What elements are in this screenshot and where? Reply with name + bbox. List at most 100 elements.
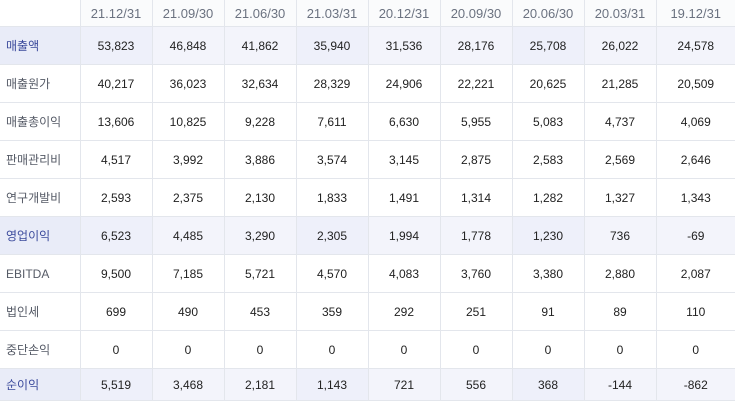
row-label: EBITDA	[0, 254, 81, 293]
value-cell: 251	[440, 292, 513, 331]
value-cell: 3,380	[512, 254, 585, 293]
value-cell: 9,500	[80, 254, 153, 293]
value-cell: 35,940	[296, 26, 369, 65]
value-cell: 1,833	[296, 178, 369, 217]
value-cell: 5,519	[80, 368, 153, 401]
value-cell: -144	[584, 368, 657, 401]
table-row: 판매관리비 4,517 3,992 3,886 3,574 3,145 2,875 2,583…	[0, 140, 735, 179]
value-cell: 2,569	[584, 140, 657, 179]
row-label: 매출원가	[0, 64, 81, 103]
value-cell: 4,517	[80, 140, 153, 179]
value-cell: 490	[152, 292, 225, 331]
header-row: 21.12/31 21.09/30 21.06/30 21.03/31 20.12/31…	[0, 0, 735, 27]
row-label: 판매관리비	[0, 140, 81, 179]
value-cell: 6,523	[80, 216, 153, 255]
value-cell: 21,285	[584, 64, 657, 103]
value-cell: 368	[512, 368, 585, 401]
value-cell: 556	[440, 368, 513, 401]
value-cell: 5,721	[224, 254, 297, 293]
value-cell: 3,290	[224, 216, 297, 255]
period-header: 20.09/30	[440, 0, 513, 27]
value-cell: -862	[656, 368, 735, 401]
value-cell: 110	[656, 292, 735, 331]
value-cell: 0	[80, 330, 153, 369]
value-cell: 40,217	[80, 64, 153, 103]
table-body: 매출액 53,823 46,848 41,862 35,940 31,536 28,176 2…	[0, 26, 735, 401]
value-cell: 13,606	[80, 102, 153, 141]
table-row: 영업이익 6,523 4,485 3,290 2,305 1,994 1,778 1,230 7…	[0, 216, 735, 255]
table-row: EBITDA 9,500 7,185 5,721 4,570 4,083 3,760 3,38…	[0, 254, 735, 293]
value-cell: 1,343	[656, 178, 735, 217]
value-cell: 7,185	[152, 254, 225, 293]
value-cell: 46,848	[152, 26, 225, 65]
row-label: 연구개발비	[0, 178, 81, 217]
table-row: 매출원가 40,217 36,023 32,634 28,329 24,906 22,221…	[0, 64, 735, 103]
value-cell: 2,593	[80, 178, 153, 217]
row-label: 매출액	[0, 26, 81, 65]
value-cell: 1,230	[512, 216, 585, 255]
value-cell: 5,083	[512, 102, 585, 141]
value-cell: 1,778	[440, 216, 513, 255]
value-cell: 53,823	[80, 26, 153, 65]
value-cell: 22,221	[440, 64, 513, 103]
corner-cell	[0, 0, 81, 27]
table-row: 순이익 5,519 3,468 2,181 1,143 721 556 368 -144 -862	[0, 368, 735, 401]
value-cell: 3,468	[152, 368, 225, 401]
value-cell: -69	[656, 216, 735, 255]
period-header: 20.12/31	[368, 0, 441, 27]
value-cell: 3,760	[440, 254, 513, 293]
value-cell: 0	[152, 330, 225, 369]
value-cell: 4,737	[584, 102, 657, 141]
table-row: 중단손익 0 0 0 0 0 0 0 0 0	[0, 330, 735, 369]
value-cell: 2,880	[584, 254, 657, 293]
value-cell: 9,228	[224, 102, 297, 141]
value-cell: 2,130	[224, 178, 297, 217]
value-cell: 1,327	[584, 178, 657, 217]
period-header: 19.12/31	[656, 0, 735, 27]
value-cell: 10,825	[152, 102, 225, 141]
value-cell: 1,491	[368, 178, 441, 217]
value-cell: 3,992	[152, 140, 225, 179]
value-cell: 2,875	[440, 140, 513, 179]
value-cell: 31,536	[368, 26, 441, 65]
value-cell: 36,023	[152, 64, 225, 103]
value-cell: 736	[584, 216, 657, 255]
value-cell: 292	[368, 292, 441, 331]
value-cell: 5,955	[440, 102, 513, 141]
value-cell: 453	[224, 292, 297, 331]
value-cell: 20,509	[656, 64, 735, 103]
value-cell: 24,906	[368, 64, 441, 103]
value-cell: 7,611	[296, 102, 369, 141]
value-cell: 721	[368, 368, 441, 401]
value-cell: 20,625	[512, 64, 585, 103]
period-header: 21.06/30	[224, 0, 297, 27]
value-cell: 2,375	[152, 178, 225, 217]
row-label: 영업이익	[0, 216, 81, 255]
period-header: 21.09/30	[152, 0, 225, 27]
table-row: 연구개발비 2,593 2,375 2,130 1,833 1,491 1,314 1,282…	[0, 178, 735, 217]
value-cell: 24,578	[656, 26, 735, 65]
value-cell: 0	[512, 330, 585, 369]
value-cell: 2,305	[296, 216, 369, 255]
value-cell: 3,886	[224, 140, 297, 179]
value-cell: 359	[296, 292, 369, 331]
row-label: 매출총이익	[0, 102, 81, 141]
value-cell: 6,630	[368, 102, 441, 141]
value-cell: 32,634	[224, 64, 297, 103]
value-cell: 28,329	[296, 64, 369, 103]
table-row: 법인세 699 490 453 359 292 251 91 89 110	[0, 292, 735, 331]
value-cell: 4,570	[296, 254, 369, 293]
table-row: 매출총이익 13,606 10,825 9,228 7,611 6,630 5,955 5,0…	[0, 102, 735, 141]
value-cell: 2,181	[224, 368, 297, 401]
row-label: 순이익	[0, 368, 81, 401]
value-cell: 0	[440, 330, 513, 369]
value-cell: 2,583	[512, 140, 585, 179]
value-cell: 1,282	[512, 178, 585, 217]
value-cell: 1,143	[296, 368, 369, 401]
value-cell: 2,087	[656, 254, 735, 293]
row-label: 법인세	[0, 292, 81, 331]
row-label: 중단손익	[0, 330, 81, 369]
value-cell: 4,083	[368, 254, 441, 293]
period-header: 21.03/31	[296, 0, 369, 27]
value-cell: 26,022	[584, 26, 657, 65]
